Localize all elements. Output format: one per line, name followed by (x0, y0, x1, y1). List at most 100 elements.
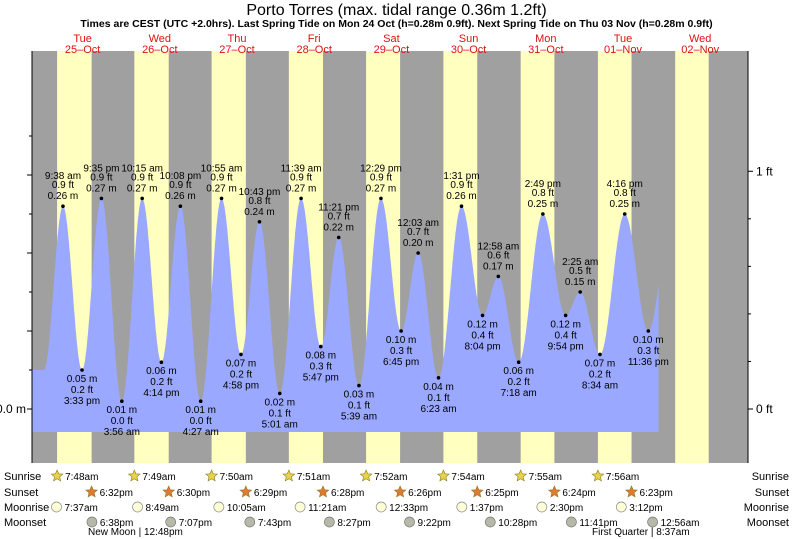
tide-m: 0.01 m (107, 405, 138, 416)
tide-point (99, 196, 104, 201)
tide-point (578, 290, 582, 294)
day-date: 02–Nov (681, 44, 719, 56)
tide-time: 11:39 am (281, 163, 322, 174)
tide-point (646, 329, 651, 333)
chart-subtitle: Times are CEST (UTC +2.0hrs). Last Sprin… (80, 18, 713, 30)
sunset-icon (393, 485, 407, 498)
tide-ft: 0.9 ft (290, 172, 312, 183)
sunrise-icon (282, 469, 296, 482)
day-date: 28–Oct (296, 44, 331, 56)
tide-m: 0.05 m (67, 374, 98, 385)
tide-time: 6:45 pm (383, 357, 419, 368)
moonrise-time: 11:21am (308, 503, 346, 514)
tide-time: 10:08 pm (160, 171, 202, 182)
tide-m: 0.25 m (528, 199, 559, 210)
tide-time: 8:04 pm (464, 341, 500, 352)
tide-point (622, 212, 627, 216)
moonrise-icon (294, 501, 306, 513)
tide-m: 0.27 m (127, 183, 158, 194)
tide-ft: 0.0 ft (111, 416, 133, 427)
tide-time: 3:33 pm (64, 396, 100, 407)
sunset-time: 6:30pm (177, 488, 210, 499)
sunrise-icon (127, 469, 141, 482)
sunset-time: 6:29pm (254, 488, 287, 499)
tide-ft: 0.2 ft (508, 377, 530, 388)
right-axis-label: 0 ft (756, 402, 773, 416)
moonset-time: 7:43pm (258, 518, 291, 529)
tide-m: 0.07 m (585, 358, 616, 369)
tide-ft: 0.8 ft (532, 188, 554, 199)
day-name: Thu (228, 33, 247, 45)
tide-ft: 0.2 ft (150, 377, 172, 388)
tide-point (178, 204, 183, 208)
tide-time: 3:56 am (104, 427, 140, 438)
tide-ft: 0.8 ft (248, 196, 270, 207)
tide-point (198, 399, 203, 404)
tide-ft: 0.9 ft (131, 172, 153, 183)
tide-m: 0.22 m (323, 222, 354, 233)
moonset-icon (404, 516, 415, 528)
tide-ft: 0.9 ft (210, 172, 232, 183)
tide-time: 2:25 am (562, 257, 598, 268)
tide-point (379, 196, 383, 201)
moonset-icon (484, 516, 496, 528)
row-label-left: Moonrise (4, 502, 49, 514)
moonset-time: 12:56am (661, 518, 700, 529)
moonrise-icon (132, 501, 143, 513)
tide-curve (32, 198, 659, 432)
moonset-icon (647, 516, 658, 528)
sunrise-time: 7:54am (451, 472, 484, 483)
tide-ft: 0.3 ft (310, 362, 332, 373)
tide-point (120, 399, 124, 404)
tide-m: 0.25 m (609, 199, 640, 210)
sunrise-time: 7:48am (65, 472, 98, 483)
tide-time: 11:36 pm (628, 357, 669, 368)
moonrise-icon (456, 501, 468, 513)
moonset-time: 11:41pm (579, 518, 617, 529)
tide-m: 0.15 m (565, 277, 596, 288)
sunset-time: 6:28pm (331, 488, 364, 499)
tide-time: 5:01 am (262, 419, 298, 430)
tide-point (480, 313, 485, 318)
tide-m: 0.12 m (467, 319, 498, 330)
sunset-icon (162, 485, 176, 498)
sunset-time: 6:25pm (485, 488, 518, 499)
tide-point (159, 360, 164, 365)
tide-point (239, 352, 243, 357)
moonset-time: 6:38pm (100, 518, 133, 529)
tide-point (357, 383, 361, 388)
tide-m: 0.27 m (86, 183, 117, 194)
tide-ft: 0.5 ft (569, 266, 591, 277)
sunset-icon (470, 485, 484, 498)
moonset-time: 9:22pm (418, 518, 451, 529)
tide-point (257, 220, 262, 224)
tide-m: 0.12 m (550, 319, 581, 330)
day-labels: Tue25–OctWed26–OctThu27–OctFri28–OctSat2… (65, 33, 720, 56)
tide-ft: 0.2 ft (71, 385, 93, 396)
tide-ft: 0.8 ft (614, 188, 636, 199)
tide-ft: 0.1 ft (269, 408, 291, 419)
tide-time: 4:27 am (183, 427, 219, 438)
tide-ft: 0.4 ft (555, 330, 577, 341)
tide-time: 12:58 am (477, 241, 519, 252)
day-date: 01–Nov (604, 44, 642, 56)
day-name: Wed (149, 33, 171, 45)
tide-point (336, 235, 341, 240)
tide-time: 10:43 pm (239, 187, 281, 198)
tide-time: 10:55 am (201, 163, 243, 174)
row-label-right: Sunrise (752, 471, 789, 483)
day-name: Wed (689, 33, 711, 45)
sunrise-time: 7:50am (220, 472, 253, 483)
tide-m: 0.26 m (165, 191, 196, 202)
sunrise-time: 7:51am (297, 472, 330, 483)
moonset-time: 8:27pm (337, 518, 370, 529)
tide-ft: 0.4 ft (471, 330, 493, 341)
tide-ft: 0.6 ft (487, 250, 509, 261)
moonset-time: 7:07pm (179, 518, 212, 529)
tide-time: 4:58 pm (223, 380, 259, 391)
sunset-icon (625, 485, 638, 498)
moon-phase-first-quarter: First Quarter | 8:37am (592, 527, 690, 538)
day-name: Tue (73, 33, 92, 45)
day-date: 26–Oct (142, 44, 177, 56)
daylight-band (675, 51, 709, 463)
